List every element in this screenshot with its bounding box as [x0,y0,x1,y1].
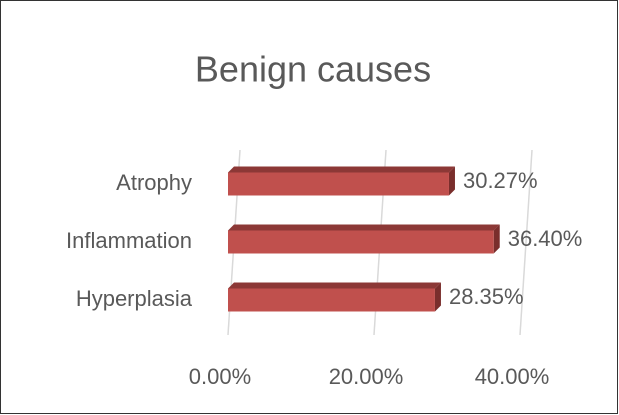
bar-front [228,230,494,254]
data-label: 30.27% [463,168,538,193]
bar [228,166,455,196]
data-label: 28.35% [449,284,524,309]
grid-line [519,149,533,336]
y-tick-label: Inflammation [66,228,192,253]
bar-top [228,282,441,289]
bar [228,282,441,312]
bar [228,224,500,254]
x-tick-label: 20.00% [329,364,404,389]
bar-front [228,288,435,312]
y-tick-label: Hyperplasia [76,286,193,311]
bar-front [228,172,449,196]
data-label: 36.40% [508,226,583,251]
bar-top [228,224,500,231]
y-tick-label: Atrophy [116,170,192,195]
bar-top [228,166,455,173]
chart-title: Benign causes [195,49,431,90]
x-tick-label: 0.00% [189,364,251,389]
bar-side [493,224,500,254]
bar-side [448,166,455,196]
bar-side [434,282,441,312]
x-tick-label: 40.00% [475,364,550,389]
